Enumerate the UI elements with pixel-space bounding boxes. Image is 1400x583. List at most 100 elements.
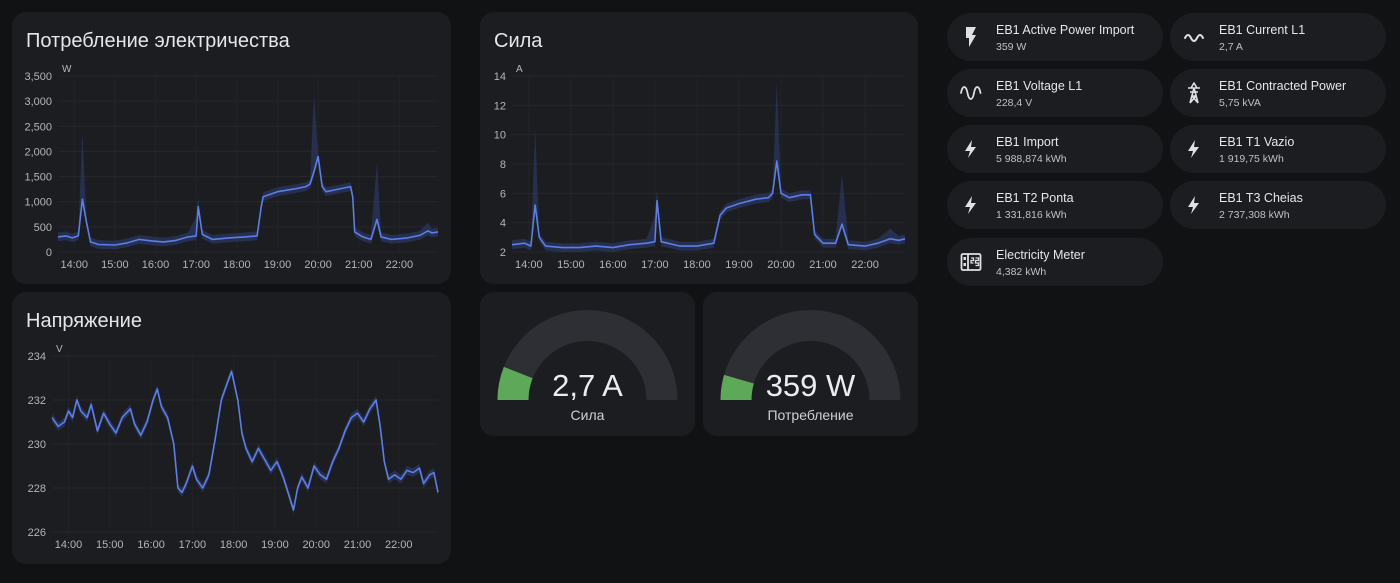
y-tick-label: 10 xyxy=(494,130,506,142)
sine-wave-icon xyxy=(960,86,982,100)
entity-electricity-meter[interactable]: Electricity Meter 4,382 kWh xyxy=(947,238,1163,286)
power-gauge-value: 359 W xyxy=(765,368,856,403)
y-tick-label: 1,500 xyxy=(24,172,52,184)
series-line[interactable] xyxy=(57,155,439,246)
x-tick-label: 16:00 xyxy=(137,539,165,551)
entity-name: EB1 T3 Cheias xyxy=(1219,191,1303,205)
unit-label: V xyxy=(56,344,63,355)
y-tick-label: 4 xyxy=(500,218,506,230)
x-tick-label: 19:00 xyxy=(264,259,292,271)
x-tick-label: 20:00 xyxy=(767,259,795,271)
x-tick-label: 14:00 xyxy=(55,539,83,551)
entity-state: 5 988,874 kWh xyxy=(996,153,1067,165)
y-tick-label: 6 xyxy=(500,188,506,200)
y-tick-label: 232 xyxy=(28,395,46,407)
entity-name: Electricity Meter xyxy=(996,248,1085,262)
x-tick-label: 21:00 xyxy=(809,259,837,271)
series-line[interactable] xyxy=(511,160,906,249)
y-tick-label: 14 xyxy=(494,71,506,83)
x-tick-label: 21:00 xyxy=(345,259,373,271)
entity-t2-ponta[interactable]: EB1 T2 Ponta 1 331,816 kWh xyxy=(947,181,1163,229)
voltage-card[interactable]: Напряжение 226 228 230 232 234 14:00 15:00 16:0… xyxy=(12,292,451,564)
power-gauge xyxy=(720,310,901,400)
x-tick-label: 15:00 xyxy=(101,259,129,271)
x-tick-label: 19:00 xyxy=(261,539,289,551)
x-tick-label: 14:00 xyxy=(515,259,543,271)
x-tick-label: 22:00 xyxy=(386,259,414,271)
entity-import[interactable]: EB1 Import 5 988,874 kWh xyxy=(947,125,1163,173)
meter-icon xyxy=(960,253,982,271)
x-tick-label: 18:00 xyxy=(220,539,248,551)
current-chart[interactable]: 2 4 6 8 10 12 14 14:00 15:00 16:00 17:00 18:00 19:00… xyxy=(480,12,918,284)
current-gauge-card[interactable]: 2,7 A Сила xyxy=(480,292,695,436)
power-consumption-card[interactable]: Потребление электричества 0 500 1,000 1,500… xyxy=(12,12,451,284)
lightning-icon xyxy=(965,196,976,214)
power-gauge-card[interactable]: 359 W Потребление xyxy=(703,292,918,436)
lightning-icon xyxy=(965,140,976,158)
y-tick-label: 2 xyxy=(500,247,506,259)
entity-name: EB1 Import xyxy=(996,135,1059,149)
y-tick-label: 2,500 xyxy=(24,121,52,133)
voltage-card-title: Напряжение xyxy=(26,310,142,332)
entity-state: 2 737,308 kWh xyxy=(1219,209,1290,221)
current-gauge xyxy=(497,310,678,400)
y-tick-label: 230 xyxy=(28,439,46,451)
entity-t3-cheias[interactable]: EB1 T3 Cheias 2 737,308 kWh xyxy=(1170,181,1386,229)
gauge-track xyxy=(497,310,678,400)
entity-name: EB1 Active Power Import xyxy=(996,23,1135,37)
x-tick-label: 16:00 xyxy=(599,259,627,271)
entity-contracted-power[interactable]: EB1 Contracted Power 5,75 kVA xyxy=(1170,69,1386,117)
power-card-title: Потребление электричества xyxy=(26,30,290,52)
entity-voltage-l1[interactable]: EB1 Voltage L1 228,4 V xyxy=(947,69,1163,117)
x-tick-label: 20:00 xyxy=(302,539,330,551)
voltage-chart[interactable]: 226 228 230 232 234 14:00 15:00 16:00 17:00 18:00… xyxy=(12,292,451,564)
entity-state: 4,382 kWh xyxy=(996,266,1047,278)
x-tick-label: 22:00 xyxy=(851,259,879,271)
entity-name: EB1 Voltage L1 xyxy=(996,79,1083,93)
current-gauge-value: 2,7 A xyxy=(552,368,623,403)
x-tick-label: 20:00 xyxy=(304,259,332,271)
transmission-tower-icon xyxy=(1188,82,1200,104)
x-tick-label: 19:00 xyxy=(725,259,753,271)
y-tick-label: 2,000 xyxy=(24,146,52,158)
unit-label: W xyxy=(62,64,72,75)
power-chart[interactable]: 0 500 1,000 1,500 2,000 2,500 3,000 3,500 14:00 1… xyxy=(12,12,451,284)
x-tick-label: 16:00 xyxy=(142,259,170,271)
entity-current-l1[interactable]: EB1 Current L1 2,7 A xyxy=(1170,13,1386,61)
entity-t1-vazio[interactable]: EB1 T1 Vazio 1 919,75 kWh xyxy=(1170,125,1386,173)
y-tick-label: 3,000 xyxy=(24,96,52,108)
entity-state: 228,4 V xyxy=(996,97,1033,109)
entity-state: 1 331,816 kWh xyxy=(996,209,1067,221)
y-tick-label: 1,000 xyxy=(24,197,52,209)
power-gauge-label: Потребление xyxy=(767,407,854,423)
y-tick-label: 12 xyxy=(494,100,506,112)
current-card-title: Сила xyxy=(494,30,543,52)
gauge-track xyxy=(720,310,901,400)
series-line[interactable] xyxy=(51,370,439,511)
flash-icon xyxy=(966,27,976,47)
x-tick-label: 15:00 xyxy=(96,539,124,551)
current-card[interactable]: Сила 2 4 6 8 10 12 14 14:00 15:00 16:00 17:00 18:00… xyxy=(480,12,918,284)
x-tick-label: 22:00 xyxy=(385,539,413,551)
entity-name: EB1 T2 Ponta xyxy=(996,191,1074,205)
x-tick-label: 18:00 xyxy=(223,259,251,271)
y-tick-label: 226 xyxy=(28,527,46,539)
x-tick-label: 17:00 xyxy=(179,539,207,551)
lightning-icon xyxy=(1188,140,1199,158)
y-tick-label: 500 xyxy=(34,222,52,234)
gauge-fill xyxy=(720,374,754,400)
x-tick-label: 14:00 xyxy=(60,259,88,271)
entity-name: EB1 Contracted Power xyxy=(1219,79,1347,93)
y-tick-label: 228 xyxy=(28,483,46,495)
entity-state: 2,7 A xyxy=(1219,41,1243,53)
entity-active-power-import[interactable]: EB1 Active Power Import 359 W xyxy=(947,13,1163,61)
entity-name: EB1 Current L1 xyxy=(1219,23,1306,37)
y-tick-label: 8 xyxy=(500,159,506,171)
min-max-band xyxy=(52,367,438,515)
x-tick-label: 17:00 xyxy=(182,259,210,271)
entity-state: 1 919,75 kWh xyxy=(1219,153,1284,165)
entity-name: EB1 T1 Vazio xyxy=(1219,135,1295,149)
x-tick-label: 21:00 xyxy=(344,539,372,551)
x-tick-label: 17:00 xyxy=(641,259,669,271)
y-tick-label: 0 xyxy=(46,247,52,259)
